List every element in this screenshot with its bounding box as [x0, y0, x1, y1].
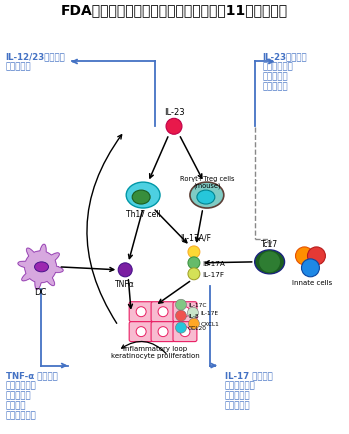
Text: Rorγt+Treg cells: Rorγt+Treg cells	[180, 176, 234, 182]
Circle shape	[180, 307, 190, 317]
Text: 古塞奇尤单抗: 古塞奇尤单抗	[263, 62, 294, 71]
Text: Innate cells: Innate cells	[292, 279, 333, 285]
Circle shape	[188, 247, 200, 258]
FancyBboxPatch shape	[129, 322, 153, 342]
Circle shape	[158, 307, 168, 317]
Circle shape	[188, 319, 199, 329]
Circle shape	[180, 327, 190, 337]
Text: IL-17E: IL-17E	[200, 310, 218, 316]
Circle shape	[136, 327, 146, 337]
Text: 司库奇尤单抗: 司库奇尤单抗	[225, 381, 255, 390]
Text: 培塞利珠单抗: 培塞利珠单抗	[6, 411, 36, 419]
Text: IL-17F: IL-17F	[202, 271, 224, 277]
Circle shape	[188, 257, 200, 269]
Text: Th17 cell: Th17 cell	[126, 210, 161, 219]
FancyBboxPatch shape	[151, 322, 175, 342]
Ellipse shape	[126, 183, 160, 209]
FancyBboxPatch shape	[151, 302, 175, 322]
Text: IL-8: IL-8	[188, 313, 199, 319]
Ellipse shape	[197, 191, 215, 204]
Text: TNFα: TNFα	[115, 279, 135, 288]
FancyArrowPatch shape	[122, 342, 166, 354]
Circle shape	[259, 251, 281, 273]
Text: 依奇珠单抗: 依奇珠单抗	[225, 391, 251, 400]
Text: IL-17A/F: IL-17A/F	[180, 233, 211, 242]
Ellipse shape	[35, 262, 49, 272]
Ellipse shape	[255, 250, 284, 274]
Circle shape	[118, 263, 132, 277]
FancyBboxPatch shape	[173, 302, 197, 322]
FancyBboxPatch shape	[173, 322, 197, 342]
Text: IL-23抑制剂：: IL-23抑制剂：	[263, 53, 307, 61]
Circle shape	[136, 307, 146, 317]
Text: keratinocyte proliferation: keratinocyte proliferation	[111, 352, 199, 358]
Text: 阿达木单抗: 阿达木单抗	[6, 391, 31, 400]
Ellipse shape	[132, 191, 150, 204]
Text: 英夫利昔单抗: 英夫利昔单抗	[6, 381, 36, 390]
Text: CCL20: CCL20	[188, 326, 207, 330]
Text: 替拉珠单抗: 替拉珠单抗	[263, 72, 288, 81]
Circle shape	[166, 119, 182, 135]
Text: FDA批准用于中重度斑块型银屑病治疗的11种生物制剂: FDA批准用于中重度斑块型银屑病治疗的11种生物制剂	[60, 3, 288, 18]
Circle shape	[176, 299, 186, 310]
Text: Tc17: Tc17	[261, 239, 278, 248]
Circle shape	[176, 322, 186, 333]
Circle shape	[187, 308, 198, 319]
Text: IL-17C: IL-17C	[188, 302, 207, 308]
Circle shape	[307, 247, 325, 265]
Text: CXCL1: CXCL1	[201, 322, 220, 326]
Text: IL-17 抑制剂：: IL-17 抑制剂：	[225, 371, 273, 380]
Text: IL-17A: IL-17A	[202, 260, 225, 266]
Text: (mouse): (mouse)	[193, 182, 221, 189]
Text: inflammatory loop: inflammatory loop	[123, 345, 187, 351]
Circle shape	[188, 268, 200, 280]
Text: IL-23: IL-23	[164, 108, 184, 117]
Text: 瑞莎珠单抗: 瑞莎珠单抗	[263, 82, 288, 91]
Circle shape	[296, 247, 313, 265]
Circle shape	[176, 310, 186, 322]
Polygon shape	[18, 245, 63, 290]
Text: 乌司奴单抗: 乌司奴单抗	[6, 62, 31, 71]
Ellipse shape	[190, 183, 224, 209]
Text: 布罗达单抗: 布罗达单抗	[225, 401, 251, 409]
Text: 依那西普: 依那西普	[6, 401, 26, 409]
Text: DC: DC	[34, 287, 47, 296]
Circle shape	[158, 327, 168, 337]
FancyBboxPatch shape	[129, 302, 153, 322]
Text: IL-12/23抑制剂：: IL-12/23抑制剂：	[6, 53, 65, 61]
Circle shape	[302, 259, 319, 277]
FancyArrowPatch shape	[87, 135, 122, 324]
Text: TNF-α 抑制剂：: TNF-α 抑制剂：	[6, 371, 58, 380]
